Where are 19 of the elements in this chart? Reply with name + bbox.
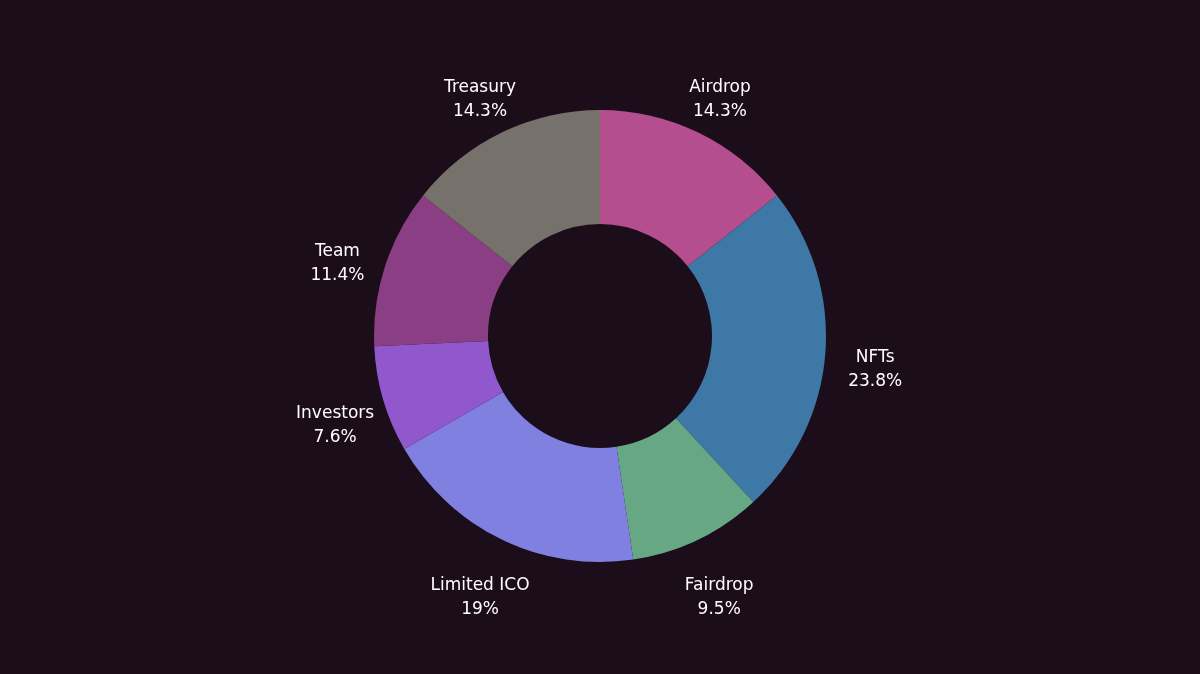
slice-label: Fairdrop xyxy=(684,573,754,594)
slice-label: Airdrop xyxy=(689,76,751,97)
slice-label: Treasury xyxy=(442,76,517,97)
slice-label: NFTs xyxy=(855,346,895,367)
donut-slice xyxy=(616,418,754,560)
data-label: 11.4% xyxy=(310,264,365,285)
donut-slice xyxy=(675,195,826,503)
data-label: 19% xyxy=(461,597,499,618)
data-label: 14.3% xyxy=(692,100,747,121)
data-label: 7.6% xyxy=(313,426,357,447)
donut-slice xyxy=(374,341,504,449)
slice-label: Investors xyxy=(296,402,375,423)
data-label: 9.5% xyxy=(697,597,741,618)
donut-slice xyxy=(374,195,513,347)
data-label: 23.8% xyxy=(848,370,903,391)
slice-label: Limited ICO xyxy=(430,573,530,594)
donut-slice xyxy=(404,392,634,562)
slice-label: Team xyxy=(313,240,360,261)
data-label: 14.3% xyxy=(453,100,508,121)
